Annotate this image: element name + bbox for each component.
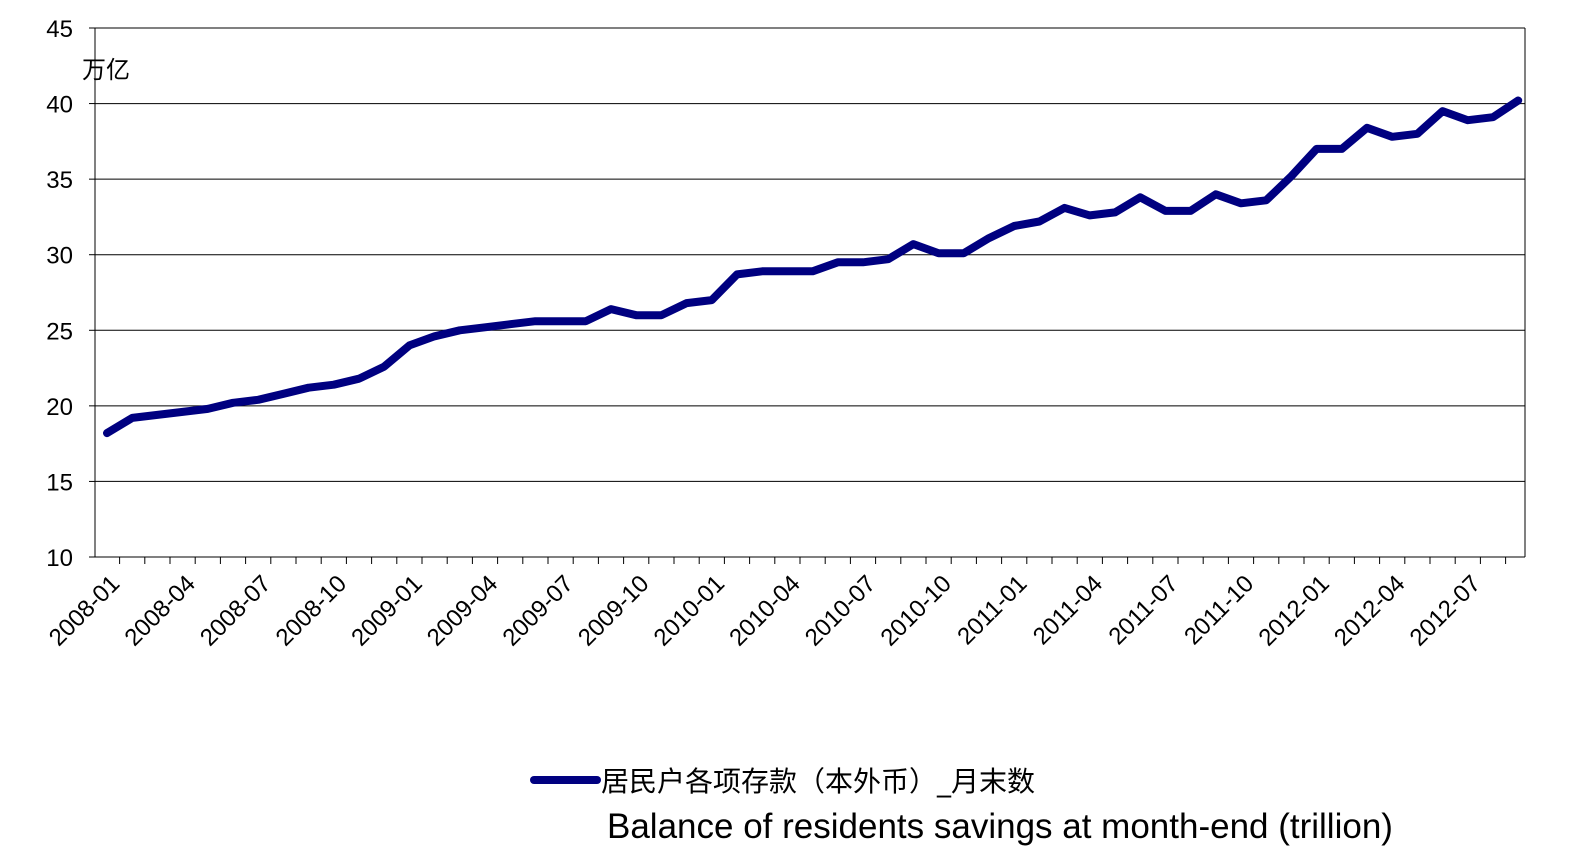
x-tick-label: 2008-01 bbox=[44, 570, 125, 651]
x-tick-label: 2008-04 bbox=[119, 570, 200, 651]
chart-caption: Balance of residents savings at month-en… bbox=[607, 807, 1393, 846]
y-tick-label: 30 bbox=[46, 243, 73, 270]
legend-label: 居民户各项存款（本外币）_月末数 bbox=[601, 765, 1035, 798]
gridlines bbox=[95, 27, 1525, 482]
x-tick-label: 2012-07 bbox=[1405, 570, 1486, 651]
y-tick-label: 15 bbox=[46, 469, 73, 496]
y-tick-label: 40 bbox=[46, 92, 73, 119]
x-tick-label: 2012-01 bbox=[1253, 570, 1334, 651]
x-tick-label: 2011-04 bbox=[1028, 570, 1108, 650]
x-tick-label: 2011-07 bbox=[1104, 570, 1184, 650]
x-tick-label: 2009-01 bbox=[346, 570, 427, 651]
x-tick-label: 2011-01 bbox=[952, 570, 1032, 650]
x-tick-label: 2012-04 bbox=[1329, 570, 1410, 651]
x-tick-label: 2010-04 bbox=[724, 570, 805, 651]
y-tick-label: 10 bbox=[46, 545, 73, 572]
x-tick-label: 2010-10 bbox=[875, 570, 956, 651]
y-axis-ticks: 10 15 20 25 30 35 40 45 bbox=[46, 16, 95, 572]
x-tick-label: 2010-07 bbox=[800, 570, 881, 651]
x-tick-label: 2011-10 bbox=[1179, 570, 1259, 650]
x-tick-label: 2010-01 bbox=[649, 570, 730, 651]
x-tick-label: 2008-07 bbox=[195, 570, 276, 651]
y-tick-label: 25 bbox=[46, 318, 73, 345]
y-tick-label: 35 bbox=[46, 167, 73, 194]
x-tick-label: 2008-10 bbox=[271, 570, 352, 651]
y-unit-label: 万亿 bbox=[82, 56, 130, 84]
axes bbox=[94, 28, 1526, 558]
y-tick-label: 45 bbox=[46, 16, 73, 43]
legend: 居民户各项存款（本外币）_月末数 bbox=[530, 765, 1035, 798]
y-tick-label: 20 bbox=[46, 394, 73, 421]
series-line bbox=[103, 96, 1523, 438]
series-group bbox=[103, 96, 1523, 438]
x-tick-label: 2009-04 bbox=[422, 570, 503, 651]
x-axis-ticks: 2008-012008-042008-072008-102009-012009-… bbox=[44, 557, 1507, 652]
x-tick-label: 2009-07 bbox=[497, 570, 578, 651]
x-tick-label: 2009-10 bbox=[573, 570, 654, 651]
